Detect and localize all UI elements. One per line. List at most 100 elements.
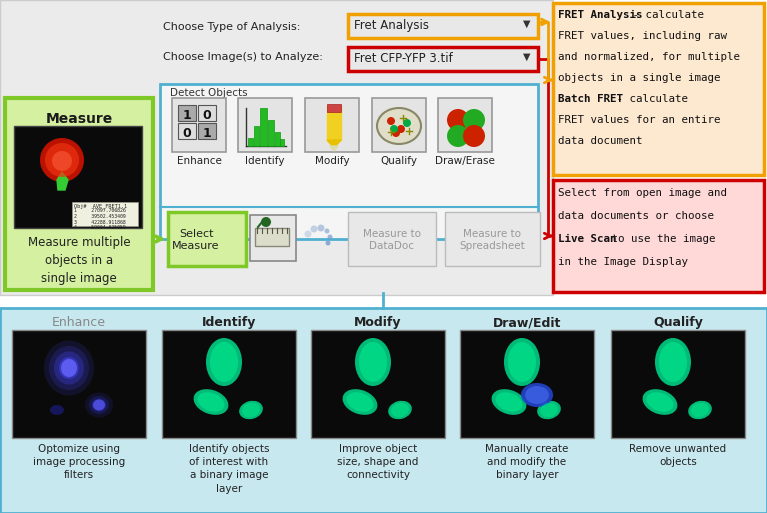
Text: Improve object
size, shape and
connectivity: Improve object size, shape and connectiv…: [337, 444, 419, 480]
Ellipse shape: [388, 401, 412, 419]
Bar: [553, 3, 764, 175]
Text: Remove unwanted
objects: Remove unwanted objects: [630, 444, 726, 467]
Ellipse shape: [492, 389, 526, 415]
Text: 1: 1: [202, 127, 212, 140]
Text: Identify objects
of interest with
a binary image
layer: Identify objects of interest with a bina…: [189, 444, 269, 494]
Ellipse shape: [206, 338, 242, 386]
Bar: [460, 330, 594, 438]
Ellipse shape: [52, 151, 72, 171]
Text: 0: 0: [202, 109, 212, 122]
Text: Enhance: Enhance: [176, 156, 222, 166]
Ellipse shape: [355, 338, 391, 386]
Bar: [198, 123, 216, 139]
Bar: [311, 330, 445, 438]
Text: Modify: Modify: [314, 156, 349, 166]
Bar: [168, 212, 246, 266]
Ellipse shape: [403, 119, 411, 127]
Ellipse shape: [325, 241, 331, 246]
Ellipse shape: [463, 125, 485, 147]
Bar: [260, 108, 267, 146]
Bar: [438, 98, 492, 152]
Ellipse shape: [643, 389, 677, 415]
Ellipse shape: [447, 125, 469, 147]
Ellipse shape: [540, 403, 558, 417]
Text: Qualify: Qualify: [380, 156, 417, 166]
Text: Modify: Modify: [354, 316, 402, 329]
Ellipse shape: [377, 108, 421, 144]
Bar: [254, 126, 259, 146]
Ellipse shape: [390, 125, 398, 133]
Text: 0: 0: [183, 127, 192, 140]
Ellipse shape: [525, 386, 549, 404]
Text: Draw/Edit: Draw/Edit: [493, 316, 561, 329]
Ellipse shape: [397, 125, 405, 133]
Ellipse shape: [59, 357, 79, 379]
Bar: [611, 330, 745, 438]
Text: Identify: Identify: [245, 156, 285, 166]
Ellipse shape: [50, 405, 64, 415]
Ellipse shape: [89, 396, 109, 414]
Text: Select from open image and: Select from open image and: [558, 188, 727, 198]
Ellipse shape: [45, 143, 79, 177]
Ellipse shape: [504, 338, 540, 386]
Ellipse shape: [537, 401, 561, 419]
Bar: [305, 98, 359, 152]
Text: Fret Analysis: Fret Analysis: [354, 19, 429, 32]
Text: Measure: Measure: [45, 112, 113, 126]
Ellipse shape: [49, 346, 89, 390]
Ellipse shape: [328, 234, 333, 240]
Bar: [348, 47, 538, 71]
Ellipse shape: [261, 217, 271, 227]
Bar: [162, 330, 296, 438]
Bar: [327, 104, 341, 112]
Ellipse shape: [61, 359, 77, 377]
Bar: [0, 0, 553, 295]
Text: ▼: ▼: [523, 52, 531, 62]
Text: Measure multiple
objects in a
single image: Measure multiple objects in a single ima…: [28, 236, 130, 285]
Bar: [280, 139, 284, 146]
Text: and normalized, for multiple: and normalized, for multiple: [558, 52, 740, 62]
Text: Enhance: Enhance: [52, 316, 106, 329]
Text: in the Image Display: in the Image Display: [558, 257, 688, 267]
Polygon shape: [57, 172, 68, 190]
Ellipse shape: [508, 342, 536, 382]
Bar: [372, 98, 426, 152]
Bar: [198, 105, 216, 121]
Ellipse shape: [54, 351, 84, 385]
Text: to use the image: to use the image: [605, 234, 716, 244]
Text: Measure to
Spreadsheet: Measure to Spreadsheet: [459, 229, 525, 250]
Ellipse shape: [377, 108, 421, 144]
Text: ▼: ▼: [523, 19, 531, 29]
Ellipse shape: [197, 392, 225, 412]
Text: data documents or choose: data documents or choose: [558, 211, 714, 221]
Polygon shape: [327, 140, 341, 148]
Ellipse shape: [311, 226, 318, 232]
Bar: [14, 126, 142, 228]
Bar: [72, 202, 138, 226]
Ellipse shape: [463, 109, 485, 131]
Ellipse shape: [647, 392, 673, 412]
Text: FRET values, including raw: FRET values, including raw: [558, 31, 727, 41]
Bar: [248, 138, 253, 146]
Ellipse shape: [304, 230, 311, 238]
Bar: [238, 98, 292, 152]
Bar: [348, 212, 436, 266]
Bar: [553, 180, 764, 292]
Text: Live Scan: Live Scan: [558, 234, 617, 244]
Bar: [178, 123, 196, 139]
Text: Identify: Identify: [202, 316, 256, 329]
Bar: [0, 308, 767, 513]
Polygon shape: [327, 106, 341, 140]
Text: Fret CFP-YFP 3.tif: Fret CFP-YFP 3.tif: [354, 52, 453, 65]
Text: Manually create
and modify the
binary layer: Manually create and modify the binary la…: [486, 444, 568, 480]
Ellipse shape: [318, 225, 324, 231]
Ellipse shape: [324, 228, 330, 233]
Bar: [255, 228, 289, 246]
Ellipse shape: [242, 403, 260, 417]
Ellipse shape: [359, 342, 387, 382]
Text: FRET Analysis: FRET Analysis: [558, 10, 643, 20]
Bar: [5, 98, 153, 290]
Ellipse shape: [93, 400, 105, 410]
Ellipse shape: [447, 109, 469, 131]
Ellipse shape: [92, 399, 106, 411]
